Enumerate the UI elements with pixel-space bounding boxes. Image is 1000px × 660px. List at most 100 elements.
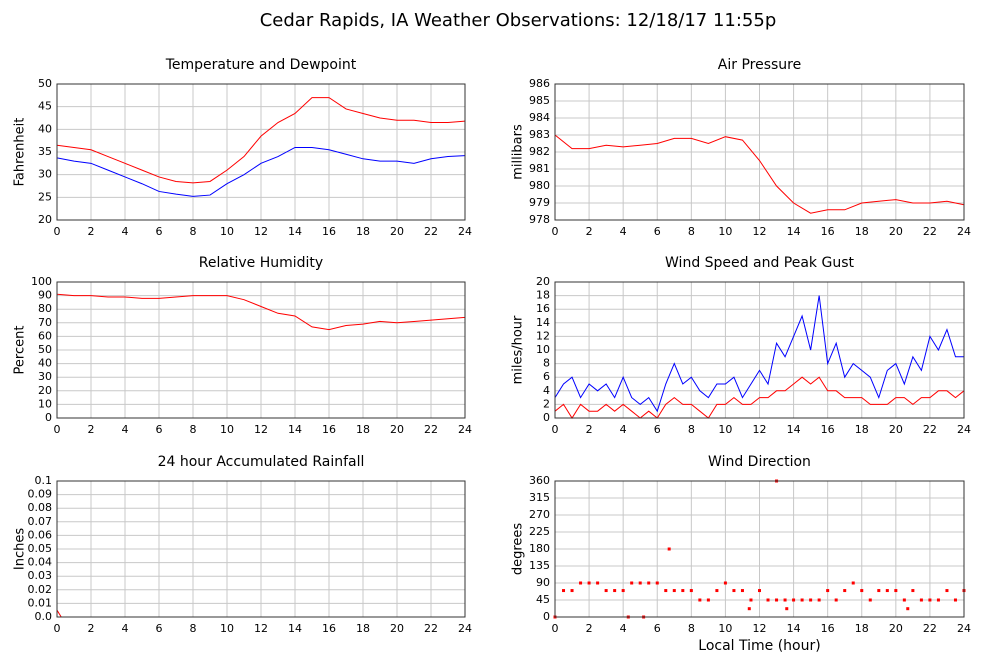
data-point — [698, 598, 702, 602]
panel: Wind Direction degrees Local Time (hour) 0 4… — [511, 454, 972, 654]
y-tick-label: 0 — [45, 411, 52, 424]
data-point — [945, 589, 949, 593]
data-line — [554, 134, 965, 214]
y-tick-label: 0.01 — [28, 596, 53, 609]
y-tick-label: 0 — [543, 411, 550, 424]
y-tick-label: 270 — [529, 508, 550, 521]
y-tick-label: 90 — [38, 289, 52, 302]
x-tick-label: 6 — [156, 622, 163, 635]
x-tick-label: 22 — [923, 622, 937, 635]
y-tick-label: 16 — [536, 302, 550, 315]
data-line — [56, 97, 466, 184]
data-point — [667, 547, 671, 551]
x-tick-label: 18 — [855, 225, 869, 238]
data-line — [554, 295, 964, 413]
data-point — [715, 589, 719, 593]
x-tick-label: 10 — [220, 225, 234, 238]
x-tick-label: 24 — [458, 423, 472, 436]
y-tick-label: 80 — [38, 302, 52, 315]
y-tick-label: 0 — [543, 610, 550, 623]
y-tick-label: 983 — [529, 128, 550, 141]
y-axis-label: Percent — [13, 326, 28, 375]
y-tick-label: 90 — [536, 576, 550, 589]
data-point — [851, 581, 855, 585]
x-tick-label: 10 — [220, 423, 234, 436]
panel: Wind Speed and Peak Gustmiles/hour024681… — [511, 255, 972, 436]
data-point — [928, 598, 932, 602]
data-point — [749, 598, 753, 602]
y-tick-label: 4 — [543, 384, 550, 397]
x-tick-label: 16 — [322, 423, 336, 436]
data-point — [579, 581, 583, 585]
x-tick-label: 24 — [458, 225, 472, 238]
x-tick-label: 2 — [88, 622, 95, 635]
data-point — [689, 589, 693, 593]
x-tick-label: 16 — [821, 423, 835, 436]
y-axis-label: Inches — [13, 528, 28, 570]
y-tick-label: 10 — [536, 343, 550, 356]
y-tick-label: 2 — [543, 397, 550, 410]
data-point — [664, 589, 668, 593]
y-tick-label: 978 — [529, 213, 550, 226]
x-tick-label: 22 — [424, 225, 438, 238]
x-tick-label: 2 — [586, 225, 593, 238]
x-tick-label: 8 — [688, 225, 695, 238]
x-tick-label: 24 — [458, 622, 472, 635]
x-tick-label: 24 — [957, 622, 971, 635]
data-line — [554, 376, 965, 419]
x-tick-label: 8 — [190, 423, 197, 436]
x-tick-label: 2 — [586, 423, 593, 436]
x-tick-label: 4 — [122, 622, 129, 635]
y-tick-label: 40 — [38, 357, 52, 370]
x-tick-label: 8 — [688, 423, 695, 436]
data-point — [800, 598, 804, 602]
y-tick-label: 35 — [38, 145, 52, 158]
x-tick-label: 6 — [654, 423, 661, 436]
data-point — [885, 589, 889, 593]
data-point — [775, 598, 779, 602]
x-tick-label: 12 — [254, 225, 268, 238]
page-title: Cedar Rapids, IA Weather Observations: 1… — [260, 10, 777, 31]
y-tick-label: 70 — [38, 316, 52, 329]
x-tick-label: 22 — [424, 423, 438, 436]
y-tick-label: 985 — [529, 94, 550, 107]
plot-border — [554, 83, 965, 221]
x-tick-label: 2 — [88, 423, 95, 436]
x-tick-label: 16 — [821, 225, 835, 238]
x-tick-label: 14 — [288, 225, 302, 238]
x-tick-label: 6 — [654, 225, 661, 238]
x-tick-label: 20 — [889, 225, 903, 238]
data-point — [826, 589, 830, 593]
data-point — [834, 598, 838, 602]
x-axis-label: Local Time (hour) — [698, 638, 820, 654]
data-point — [570, 589, 574, 593]
y-tick-label: 0.0 — [35, 610, 53, 623]
y-tick-label: 0.04 — [28, 556, 53, 569]
x-tick-label: 20 — [889, 622, 903, 635]
plot-border — [554, 480, 965, 618]
data-point — [630, 581, 634, 585]
data-point — [902, 598, 906, 602]
y-tick-label: 40 — [38, 122, 52, 135]
data-point — [732, 589, 736, 593]
data-point — [621, 589, 625, 593]
y-tick-label: 360 — [529, 474, 550, 487]
data-point — [587, 581, 591, 585]
y-tick-label: 135 — [529, 559, 550, 572]
y-tick-label: 986 — [529, 77, 550, 90]
plot-border — [554, 281, 965, 419]
y-tick-label: 45 — [38, 100, 52, 113]
panel: Air Pressure millibars 978 979 980 981 982 983 9… — [511, 57, 972, 238]
x-tick-label: 22 — [424, 622, 438, 635]
y-tick-label: 981 — [529, 162, 550, 175]
data-point — [868, 598, 872, 602]
x-tick-label: 20 — [390, 622, 404, 635]
panel-title: Relative Humidity — [199, 255, 323, 271]
x-tick-label: 4 — [122, 423, 129, 436]
x-tick-label: 16 — [322, 622, 336, 635]
x-tick-label: 24 — [957, 225, 971, 238]
y-axis-label: miles/hour — [511, 315, 526, 384]
x-tick-label: 20 — [390, 225, 404, 238]
x-tick-label: 12 — [753, 423, 767, 436]
